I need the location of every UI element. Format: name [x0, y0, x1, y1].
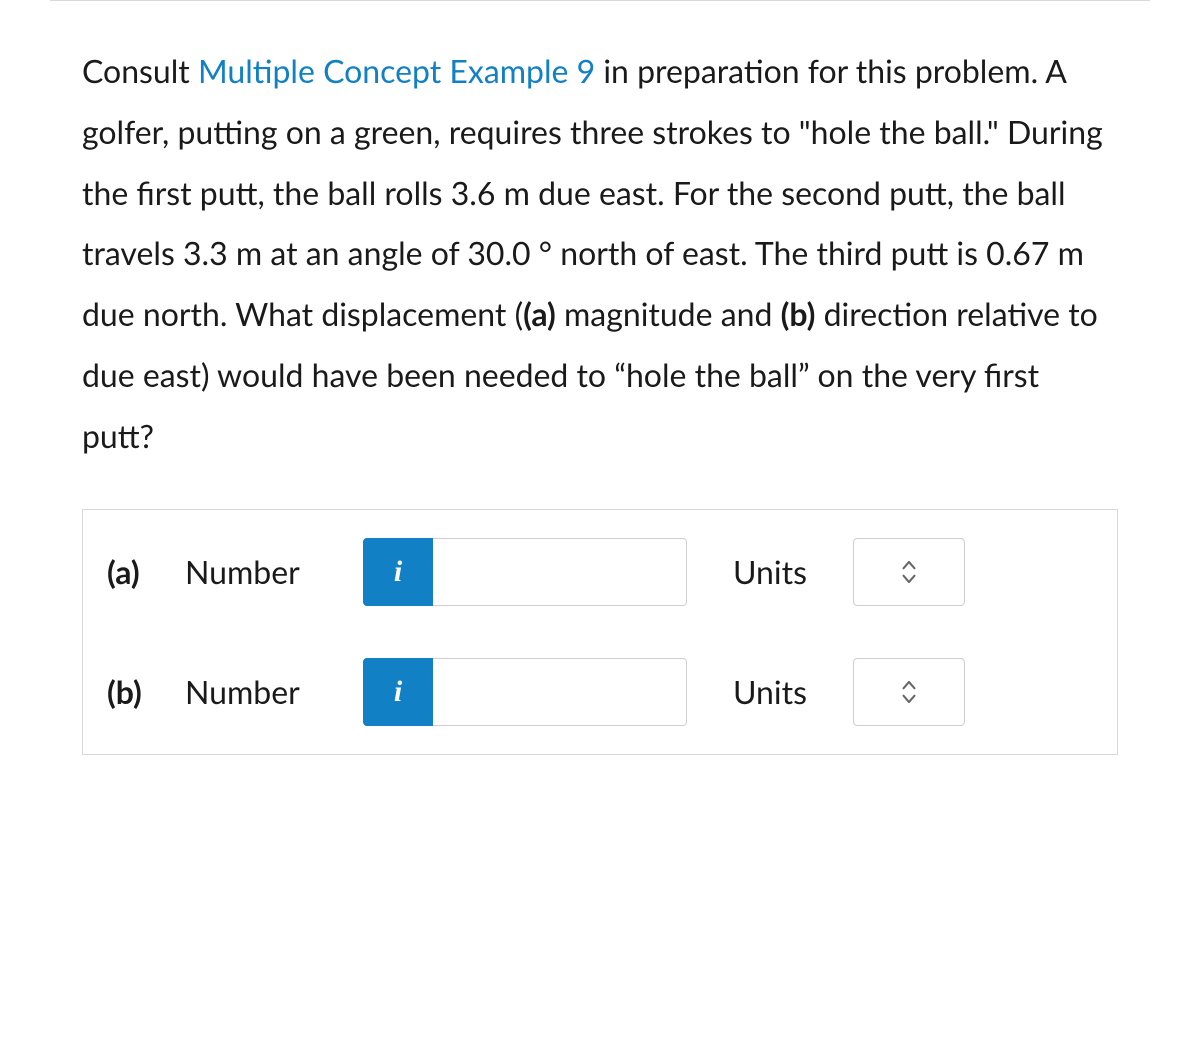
- stepper-icon: [898, 557, 920, 587]
- answer-panel: (a) Number i Units (b) Number i Units: [82, 509, 1118, 755]
- section-divider: [50, 0, 1150, 1]
- part-b-label-inline: (b): [781, 294, 816, 333]
- number-input-a[interactable]: [433, 538, 687, 606]
- answer-row-a: (a) Number i Units: [107, 538, 1093, 606]
- problem-prefix: Consult: [82, 51, 198, 90]
- stepper-icon: [898, 677, 920, 707]
- problem-statement: Consult Multiple Concept Example 9 in pr…: [50, 41, 1150, 497]
- concept-example-link[interactable]: Multiple Concept Example 9: [198, 51, 595, 90]
- info-icon[interactable]: i: [363, 538, 433, 606]
- problem-body-1: in preparation for this problem. A golfe…: [82, 51, 1103, 333]
- units-select-b[interactable]: [853, 658, 965, 726]
- problem-between: magnitude and: [556, 294, 781, 333]
- number-input-b[interactable]: [433, 658, 687, 726]
- part-a-label-inline: (a): [523, 294, 556, 333]
- units-label-a: Units: [733, 552, 825, 591]
- part-b-label: (b): [107, 672, 157, 711]
- part-a-label: (a): [107, 552, 157, 591]
- number-label-b: Number: [185, 672, 335, 711]
- units-select-a[interactable]: [853, 538, 965, 606]
- number-input-group-b: i: [363, 658, 687, 726]
- info-icon[interactable]: i: [363, 658, 433, 726]
- number-input-group-a: i: [363, 538, 687, 606]
- answer-row-b: (b) Number i Units: [107, 658, 1093, 726]
- number-label-a: Number: [185, 552, 335, 591]
- units-label-b: Units: [733, 672, 825, 711]
